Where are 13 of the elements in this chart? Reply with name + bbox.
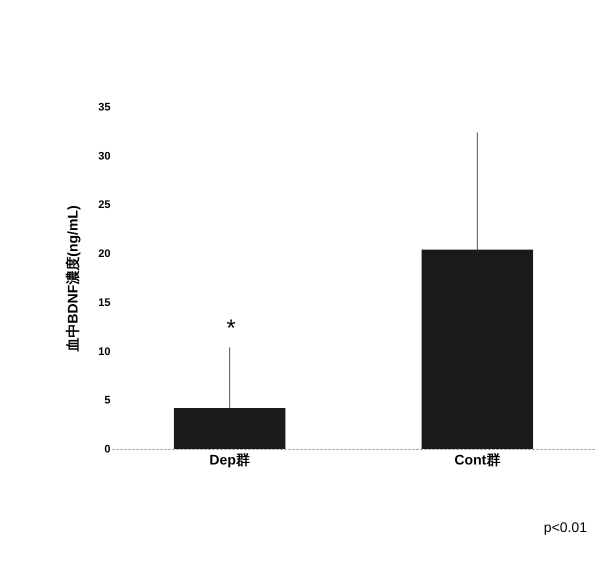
y-tick-label: 10 (98, 346, 110, 358)
y-tick-label: 25 (98, 199, 110, 212)
y-tick-label: 20 (98, 248, 110, 260)
y-tick-label: 0 (104, 444, 110, 456)
y-tick-label: 5 (104, 394, 110, 407)
y-tick-label: 15 (98, 296, 110, 309)
y-axis-title: 血中BDNF濃度(ng/mL) (64, 205, 80, 353)
x-tick-label: Dep群 (209, 452, 250, 468)
annotation: * (226, 315, 236, 342)
y-tick-label: 30 (98, 150, 110, 162)
y-tick-label: 35 (98, 102, 110, 114)
x-tick-label: Cont群 (454, 452, 500, 468)
text: p<0.01 (544, 519, 588, 535)
